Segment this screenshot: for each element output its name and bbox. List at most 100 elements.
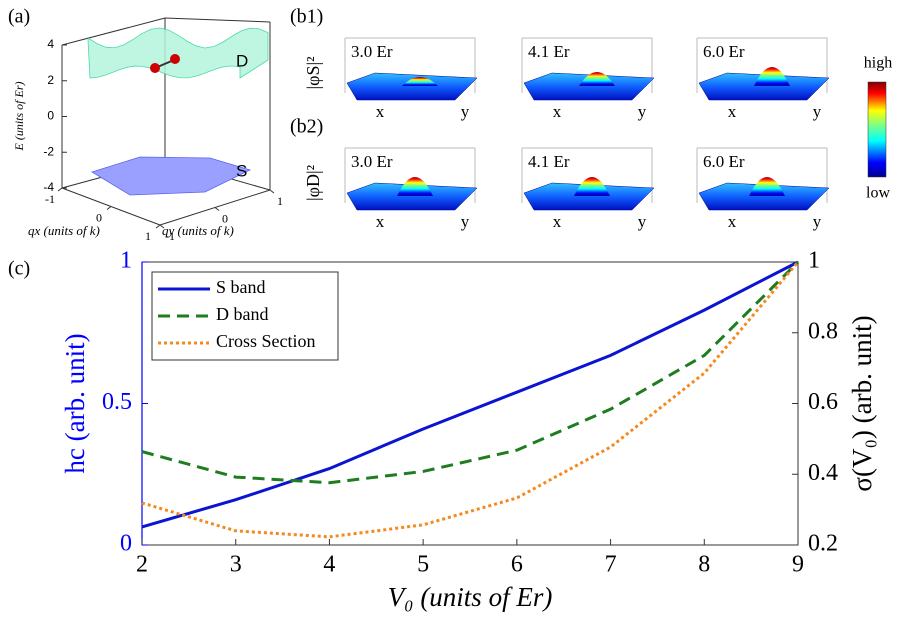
x-axis-label: x xyxy=(553,102,562,121)
surface-peak xyxy=(402,77,438,86)
surface-peak xyxy=(754,67,790,86)
x-tick-label: 9 xyxy=(792,552,804,578)
y-tick-label: 0 xyxy=(222,211,228,225)
z-tick-label: 4 xyxy=(47,37,54,51)
x-axis-label: x xyxy=(553,212,562,231)
axis-box xyxy=(61,17,166,46)
legend-label: Cross Section xyxy=(216,331,316,351)
y2-tick-label: 0.4 xyxy=(808,460,838,486)
x-axis-label: x xyxy=(728,212,737,231)
panel-title: 4.1 Er xyxy=(528,152,570,171)
y-tick xyxy=(269,189,275,194)
panel-label: (a) xyxy=(8,6,30,28)
x-tick-label: 4 xyxy=(323,552,335,578)
surface-peak xyxy=(749,177,785,196)
y-axis-label: y xyxy=(638,212,647,231)
surface xyxy=(523,72,655,101)
y-tick-label: 1 xyxy=(120,248,132,274)
legend-label: S band xyxy=(216,277,266,297)
colorbar-label: low xyxy=(866,185,890,202)
axis-box xyxy=(164,17,271,23)
surface-peak xyxy=(579,72,615,86)
panel-frame xyxy=(344,37,476,93)
row-label: (b1) xyxy=(290,6,323,28)
surface xyxy=(523,182,655,211)
row-ylabel: |φD|² xyxy=(303,165,323,201)
surface-peak xyxy=(574,177,610,196)
x-tick-label: 3 xyxy=(230,552,242,578)
z-tick-label: -2 xyxy=(43,144,54,158)
y2-tick-label: 1 xyxy=(808,248,820,274)
y2-tick-label: 0.6 xyxy=(808,389,838,415)
y-tick-label: 1 xyxy=(277,194,283,208)
x-axis-label: x xyxy=(376,102,385,121)
panel-title: 3.0 Er xyxy=(351,152,393,171)
title-box xyxy=(347,150,405,174)
panel-frame xyxy=(521,147,653,203)
y-tick xyxy=(214,207,220,211)
band-label: S xyxy=(236,161,247,180)
surface-peak xyxy=(397,177,433,196)
z-axis-label: E (units of Er) xyxy=(12,82,26,152)
series-line xyxy=(141,261,800,539)
x-tick-label: 1 xyxy=(145,229,151,243)
marker xyxy=(150,63,160,73)
x-tick-label: 6 xyxy=(511,552,523,578)
x-tick-label: 8 xyxy=(698,552,710,578)
series-line xyxy=(141,260,800,485)
y-tick-label: 0 xyxy=(120,531,132,557)
y2-axis-label: σ(V₀) (arb. unit) xyxy=(847,315,877,491)
x-tick-label: 2 xyxy=(136,552,148,578)
y-axis-label: y xyxy=(461,212,470,231)
x-tick xyxy=(155,224,161,229)
panel-title: 4.1 Er xyxy=(528,42,570,61)
y-tick-label: 0.5 xyxy=(102,389,132,415)
x-axis-label: qx (units of k) xyxy=(28,223,100,238)
title-box xyxy=(699,150,757,174)
legend-label: D band xyxy=(216,304,269,324)
d-band-surface xyxy=(87,27,269,79)
y-axis-label: y xyxy=(813,212,822,231)
z-tick-label: 2 xyxy=(47,73,54,87)
x-tick-label: 0 xyxy=(96,210,102,224)
x-tick-label: -1 xyxy=(45,192,55,206)
y-tick-label: -1 xyxy=(165,229,175,243)
title-box xyxy=(347,40,405,64)
x-axis-label: x xyxy=(376,212,385,231)
x-tick xyxy=(57,187,63,192)
y2-tick-label: 0.8 xyxy=(808,318,838,344)
surface xyxy=(346,182,478,211)
colorbar-label: high xyxy=(864,55,892,72)
title-box xyxy=(524,150,582,174)
panel-frame xyxy=(696,147,828,203)
x-tick-label: 5 xyxy=(417,552,429,578)
title-box xyxy=(524,40,582,64)
y-tick xyxy=(159,224,165,229)
row-label: (b2) xyxy=(290,116,323,138)
panel-frame xyxy=(696,37,828,93)
x-axis-label: x xyxy=(728,102,737,121)
y-axis-label: y xyxy=(638,102,647,121)
surface xyxy=(698,182,830,211)
y-axis-label: y xyxy=(461,102,470,121)
z-tick-label: -4 xyxy=(43,180,54,194)
colorbar xyxy=(867,81,887,178)
x-axis-label: V₀ (units of Er) xyxy=(388,582,553,612)
panel-frame xyxy=(344,147,476,203)
surface xyxy=(698,72,830,101)
x-tick-label: 7 xyxy=(605,552,617,578)
y-axis-label: qy (units of k) xyxy=(162,223,234,238)
panel-frame xyxy=(521,37,653,93)
band-label: D xyxy=(236,51,248,70)
y2-tick-label: 0.2 xyxy=(808,531,838,557)
title-box xyxy=(699,40,757,64)
panel-title: 6.0 Er xyxy=(703,42,745,61)
panel-label: (c) xyxy=(8,258,30,280)
x-tick xyxy=(106,206,112,210)
panel-title: 6.0 Er xyxy=(703,152,745,171)
marker xyxy=(170,54,180,64)
series-line xyxy=(141,260,799,529)
surface xyxy=(346,72,478,101)
y-axis-label: y xyxy=(813,102,822,121)
